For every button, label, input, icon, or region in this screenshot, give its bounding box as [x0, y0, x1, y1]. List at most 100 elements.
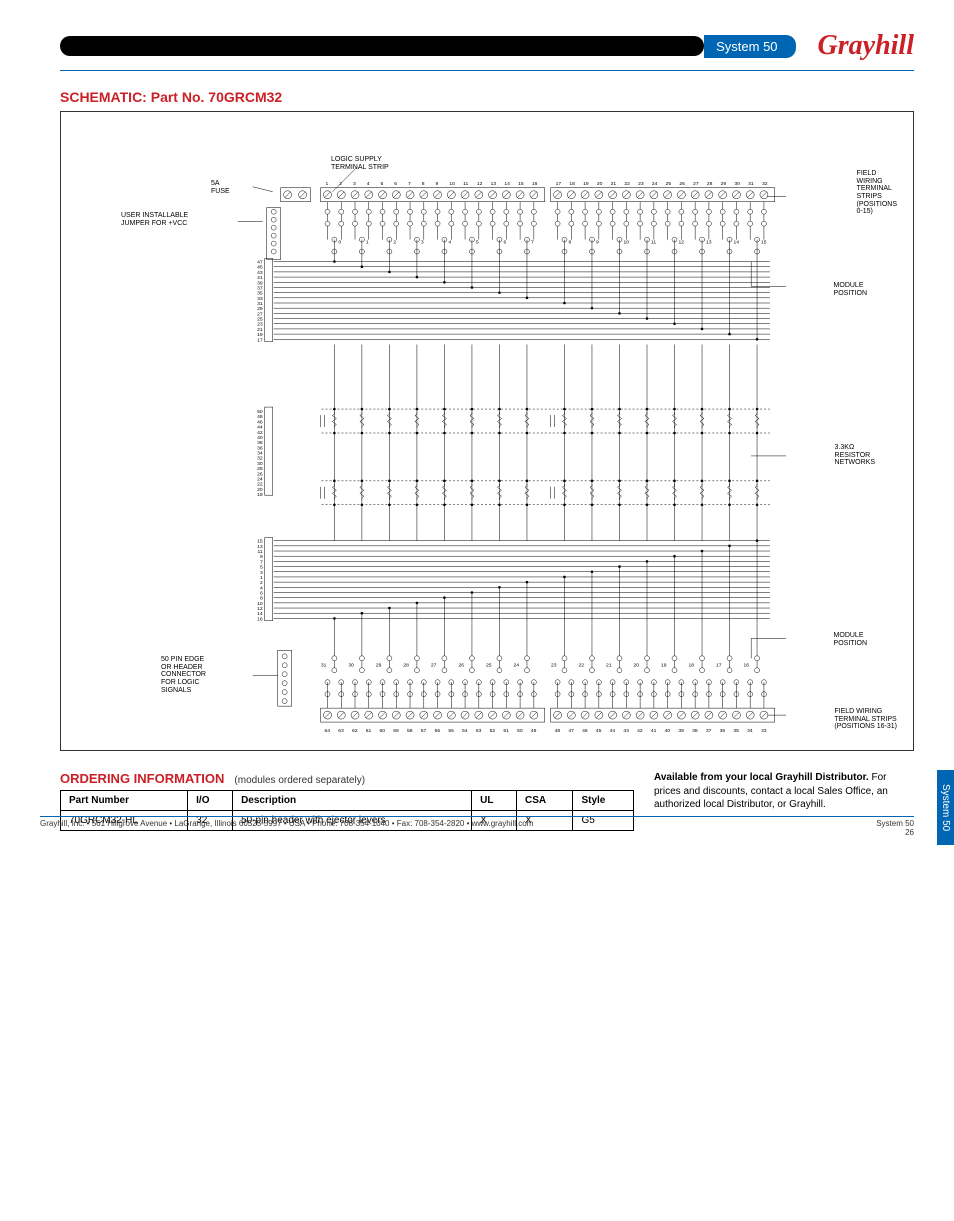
svg-text:38: 38 [692, 728, 698, 734]
svg-text:26: 26 [679, 181, 685, 187]
table-header: UL [472, 791, 517, 811]
svg-text:19: 19 [661, 662, 667, 668]
label-field-top: FIELDWIRINGTERMINALSTRIPS(POSITIONS0-15) [857, 170, 897, 216]
svg-text:17: 17 [257, 337, 263, 343]
svg-text:47: 47 [568, 728, 574, 734]
svg-text:15: 15 [518, 181, 524, 187]
svg-text:22: 22 [624, 181, 630, 187]
svg-text:31: 31 [321, 662, 327, 668]
footer-right-bottom: 26 [876, 828, 914, 837]
svg-text:17: 17 [716, 662, 722, 668]
svg-text:8: 8 [422, 181, 425, 187]
svg-text:48: 48 [555, 728, 561, 734]
svg-text:17: 17 [556, 181, 562, 187]
svg-text:32: 32 [762, 181, 768, 187]
svg-text:25: 25 [666, 181, 672, 187]
svg-text:21: 21 [611, 181, 617, 187]
header-pill [60, 36, 704, 56]
table-header: Style [573, 791, 634, 811]
svg-text:51: 51 [503, 728, 509, 734]
label-module-pos-top: MODULEPOSITION [834, 282, 867, 297]
svg-text:5: 5 [476, 240, 479, 246]
svg-text:35: 35 [733, 728, 739, 734]
label-fuse: 5AFUSE [211, 180, 230, 195]
svg-text:1: 1 [326, 181, 329, 187]
svg-text:29: 29 [721, 181, 727, 187]
svg-text:10: 10 [449, 181, 455, 187]
header-bar: System 50 Grayhill [60, 30, 914, 62]
svg-text:24: 24 [652, 181, 658, 187]
table-header: I/O [188, 791, 233, 811]
svg-text:20: 20 [633, 662, 639, 668]
svg-text:58: 58 [407, 728, 413, 734]
svg-text:1: 1 [366, 240, 369, 246]
svg-text:6: 6 [394, 181, 397, 187]
svg-text:44: 44 [610, 728, 616, 734]
svg-text:23: 23 [551, 662, 557, 668]
svg-text:7: 7 [408, 181, 411, 187]
distributor-bold: Available from your local Grayhill Distr… [654, 772, 869, 783]
svg-text:0: 0 [338, 240, 341, 246]
svg-text:10: 10 [623, 240, 629, 246]
svg-text:12: 12 [678, 240, 684, 246]
svg-text:33: 33 [761, 728, 767, 734]
svg-text:29: 29 [376, 662, 382, 668]
svg-text:5: 5 [381, 181, 384, 187]
table-header: Part Number [61, 791, 188, 811]
svg-text:40: 40 [665, 728, 671, 734]
svg-text:21: 21 [606, 662, 612, 668]
svg-text:11: 11 [463, 181, 468, 187]
system-tag: System 50 [704, 35, 795, 58]
svg-text:3: 3 [421, 240, 424, 246]
footer-left: Grayhill, Inc. • 561 Hillgrove Avenue • … [40, 819, 533, 837]
svg-text:26: 26 [458, 662, 464, 668]
ordering-title: ORDERING INFORMATION [60, 771, 224, 786]
svg-text:60: 60 [380, 728, 386, 734]
svg-text:2: 2 [339, 181, 342, 187]
svg-text:14: 14 [504, 181, 510, 187]
svg-text:54: 54 [462, 728, 468, 734]
svg-text:31: 31 [748, 181, 754, 187]
svg-text:6: 6 [503, 240, 506, 246]
svg-text:41: 41 [651, 728, 657, 734]
schematic-title: SCHEMATIC: Part No. 70GRCM32 [60, 89, 914, 105]
svg-text:30: 30 [734, 181, 740, 187]
ordering-note: (modules ordered separately) [234, 775, 365, 786]
svg-text:22: 22 [578, 662, 584, 668]
svg-text:28: 28 [403, 662, 409, 668]
svg-text:43: 43 [623, 728, 629, 734]
svg-text:56: 56 [435, 728, 441, 734]
svg-text:50: 50 [517, 728, 523, 734]
svg-text:53: 53 [476, 728, 482, 734]
svg-text:57: 57 [421, 728, 427, 734]
label-connector: 50 PIN EDGEOR HEADERCONNECTORFOR LOGICSI… [161, 656, 206, 694]
svg-text:14: 14 [734, 240, 740, 246]
svg-text:45: 45 [596, 728, 602, 734]
svg-text:13: 13 [491, 181, 497, 187]
svg-text:52: 52 [490, 728, 496, 734]
svg-text:24: 24 [513, 662, 519, 668]
schematic-diagram: LOGIC SUPPLYTERMINAL STRIP 5AFUSE USER I… [60, 111, 914, 751]
table-header: CSA [517, 791, 573, 811]
svg-text:42: 42 [637, 728, 643, 734]
svg-text:4: 4 [367, 181, 370, 187]
svg-text:20: 20 [597, 181, 603, 187]
svg-text:18: 18 [689, 662, 695, 668]
schematic-svg: 1234567891011121314151617181920212223242… [61, 112, 913, 750]
svg-text:30: 30 [348, 662, 354, 668]
brand-logo: Grayhill [818, 30, 914, 62]
svg-text:63: 63 [338, 728, 344, 734]
label-logic-supply: LOGIC SUPPLYTERMINAL STRIP [331, 156, 389, 171]
svg-text:4: 4 [448, 240, 451, 246]
label-field-bot: FIELD WIRINGTERMINAL STRIPS(POSITIONS 16… [834, 708, 897, 731]
header-rule [60, 70, 914, 71]
svg-text:64: 64 [325, 728, 331, 734]
svg-text:16: 16 [532, 181, 538, 187]
label-resistor: 3.3KΩRESISTORNETWORKS [835, 444, 875, 467]
svg-text:11: 11 [651, 240, 656, 246]
svg-text:9: 9 [436, 181, 439, 187]
svg-text:59: 59 [393, 728, 399, 734]
label-module-pos-bot: MODULEPOSITION [834, 632, 867, 647]
svg-text:19: 19 [583, 181, 589, 187]
svg-text:18: 18 [569, 181, 575, 187]
